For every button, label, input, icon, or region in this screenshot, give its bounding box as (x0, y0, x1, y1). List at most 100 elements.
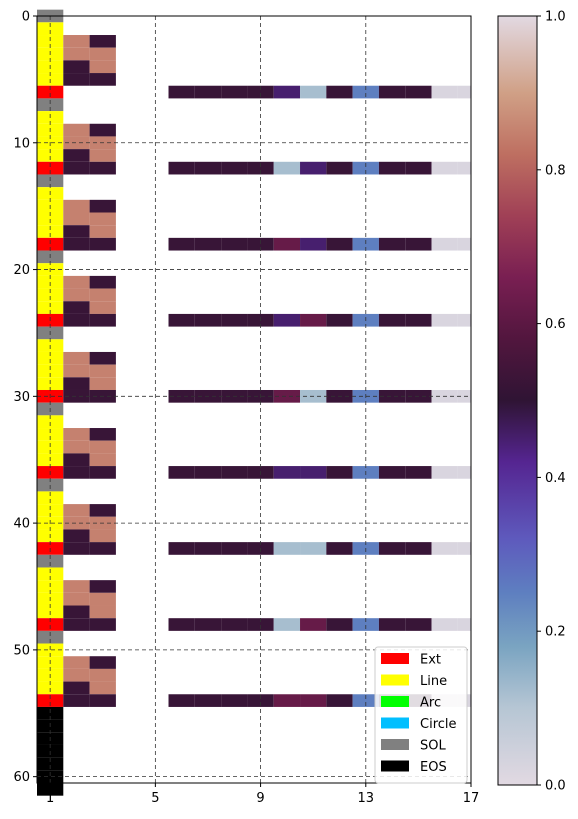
ext-param-cell (352, 618, 379, 631)
ext-param-cell (273, 618, 301, 631)
line-param-cell (89, 592, 116, 606)
command-cell (37, 351, 64, 365)
line-param-cell (63, 618, 90, 631)
ext-param-cell (168, 161, 195, 175)
command-cell (37, 567, 64, 581)
ext-param-cell (194, 313, 222, 327)
line-param-cell (89, 35, 116, 48)
command-cell (37, 694, 64, 707)
ext-param-cell (168, 237, 195, 251)
line-param-cell (89, 313, 116, 327)
colorbar-axis: 0.0 0.2 0.4 0.6 0.8 1.0 (537, 10, 566, 794)
ext-param-cell (405, 618, 432, 631)
ext-param-cell (326, 618, 353, 631)
ext-param-cell (431, 313, 458, 327)
command-cell (37, 618, 64, 631)
y-axis: 0 10 20 30 40 50 60 (13, 10, 37, 785)
command-cell (37, 237, 64, 251)
legend-swatch (381, 717, 409, 729)
ext-param-cell (273, 85, 301, 99)
line-param-cell (63, 542, 90, 555)
ext-param-cell (431, 618, 458, 631)
plot-frame (36, 15, 472, 784)
ext-param-cell (352, 85, 379, 99)
y-tick-label: 10 (13, 136, 30, 151)
command-cell (37, 440, 64, 454)
ext-param-cell (273, 313, 301, 327)
ext-param-cell (431, 542, 458, 555)
ext-param-cell (431, 85, 458, 99)
ext-param-cell (273, 161, 301, 175)
ext-param-cell (221, 85, 248, 99)
line-param-cell (89, 288, 116, 302)
x-tick-label: 9 (256, 791, 264, 806)
ext-param-cell (273, 389, 301, 403)
legend-swatch (381, 674, 409, 686)
ext-param-cell (431, 466, 458, 479)
line-param-cell (89, 73, 116, 86)
ext-param-cell (168, 466, 195, 479)
legend-swatch (381, 653, 409, 664)
line-param-cell (89, 237, 116, 251)
legend-label: Circle (420, 717, 457, 732)
ext-param-cell (300, 161, 327, 175)
ext-param-cell (300, 85, 327, 99)
ext-param-cell (194, 542, 222, 555)
line-param-cell (89, 656, 116, 669)
line-param-cell (63, 694, 90, 707)
command-cell (37, 630, 64, 644)
ext-param-cell (194, 237, 222, 251)
command-cell (37, 85, 64, 99)
ext-param-cell (352, 237, 379, 251)
line-param-cell (63, 681, 90, 695)
ext-param-cell (247, 161, 274, 175)
ext-param-cell (326, 85, 353, 99)
line-param-cell (63, 212, 90, 226)
x-tick-label: 1 (46, 791, 54, 806)
line-param-cell (89, 199, 116, 213)
ext-param-cell (352, 161, 379, 175)
ext-param-cell (247, 618, 274, 631)
ext-param-cell (457, 237, 471, 251)
ext-param-cell (326, 466, 353, 479)
line-param-cell (89, 161, 116, 175)
ext-param-cell (405, 161, 432, 175)
line-param-cell (89, 364, 116, 378)
y-tick-label: 0 (22, 10, 30, 25)
line-param-cell (89, 605, 116, 619)
ext-param-cell (247, 237, 274, 251)
legend-label: Ext (420, 653, 441, 668)
ext-param-cell (300, 542, 327, 555)
line-param-cell (63, 453, 90, 467)
command-cell (37, 35, 64, 48)
ext-param-cell (431, 237, 458, 251)
ext-param-cell (326, 694, 353, 707)
ext-param-cell (457, 542, 471, 555)
ext-param-cell (378, 542, 406, 555)
line-param-cell (63, 123, 90, 137)
ext-param-cell (194, 161, 222, 175)
line-param-cell (63, 389, 90, 403)
x-tick-label: 5 (151, 791, 159, 806)
command-cell (37, 428, 64, 441)
line-param-cell (89, 694, 116, 707)
ext-param-cell (300, 618, 327, 631)
ext-param-cell (221, 466, 248, 479)
ext-param-cell (326, 161, 353, 175)
line-param-cell (89, 440, 116, 454)
ext-param-cell (326, 542, 353, 555)
ext-param-cell (378, 161, 406, 175)
line-param-cell (63, 301, 90, 314)
line-param-cell (63, 529, 90, 543)
line-param-cell (89, 668, 116, 682)
ext-param-cell (457, 313, 471, 327)
line-param-cell (89, 60, 116, 74)
line-param-cell (63, 47, 90, 61)
line-param-cell (63, 35, 90, 48)
line-param-cell (89, 275, 116, 289)
ext-param-cell (273, 466, 301, 479)
ext-param-cell (300, 313, 327, 327)
ext-param-cell (378, 237, 406, 251)
ext-param-cell (300, 466, 327, 479)
legend-label: Line (420, 674, 447, 689)
